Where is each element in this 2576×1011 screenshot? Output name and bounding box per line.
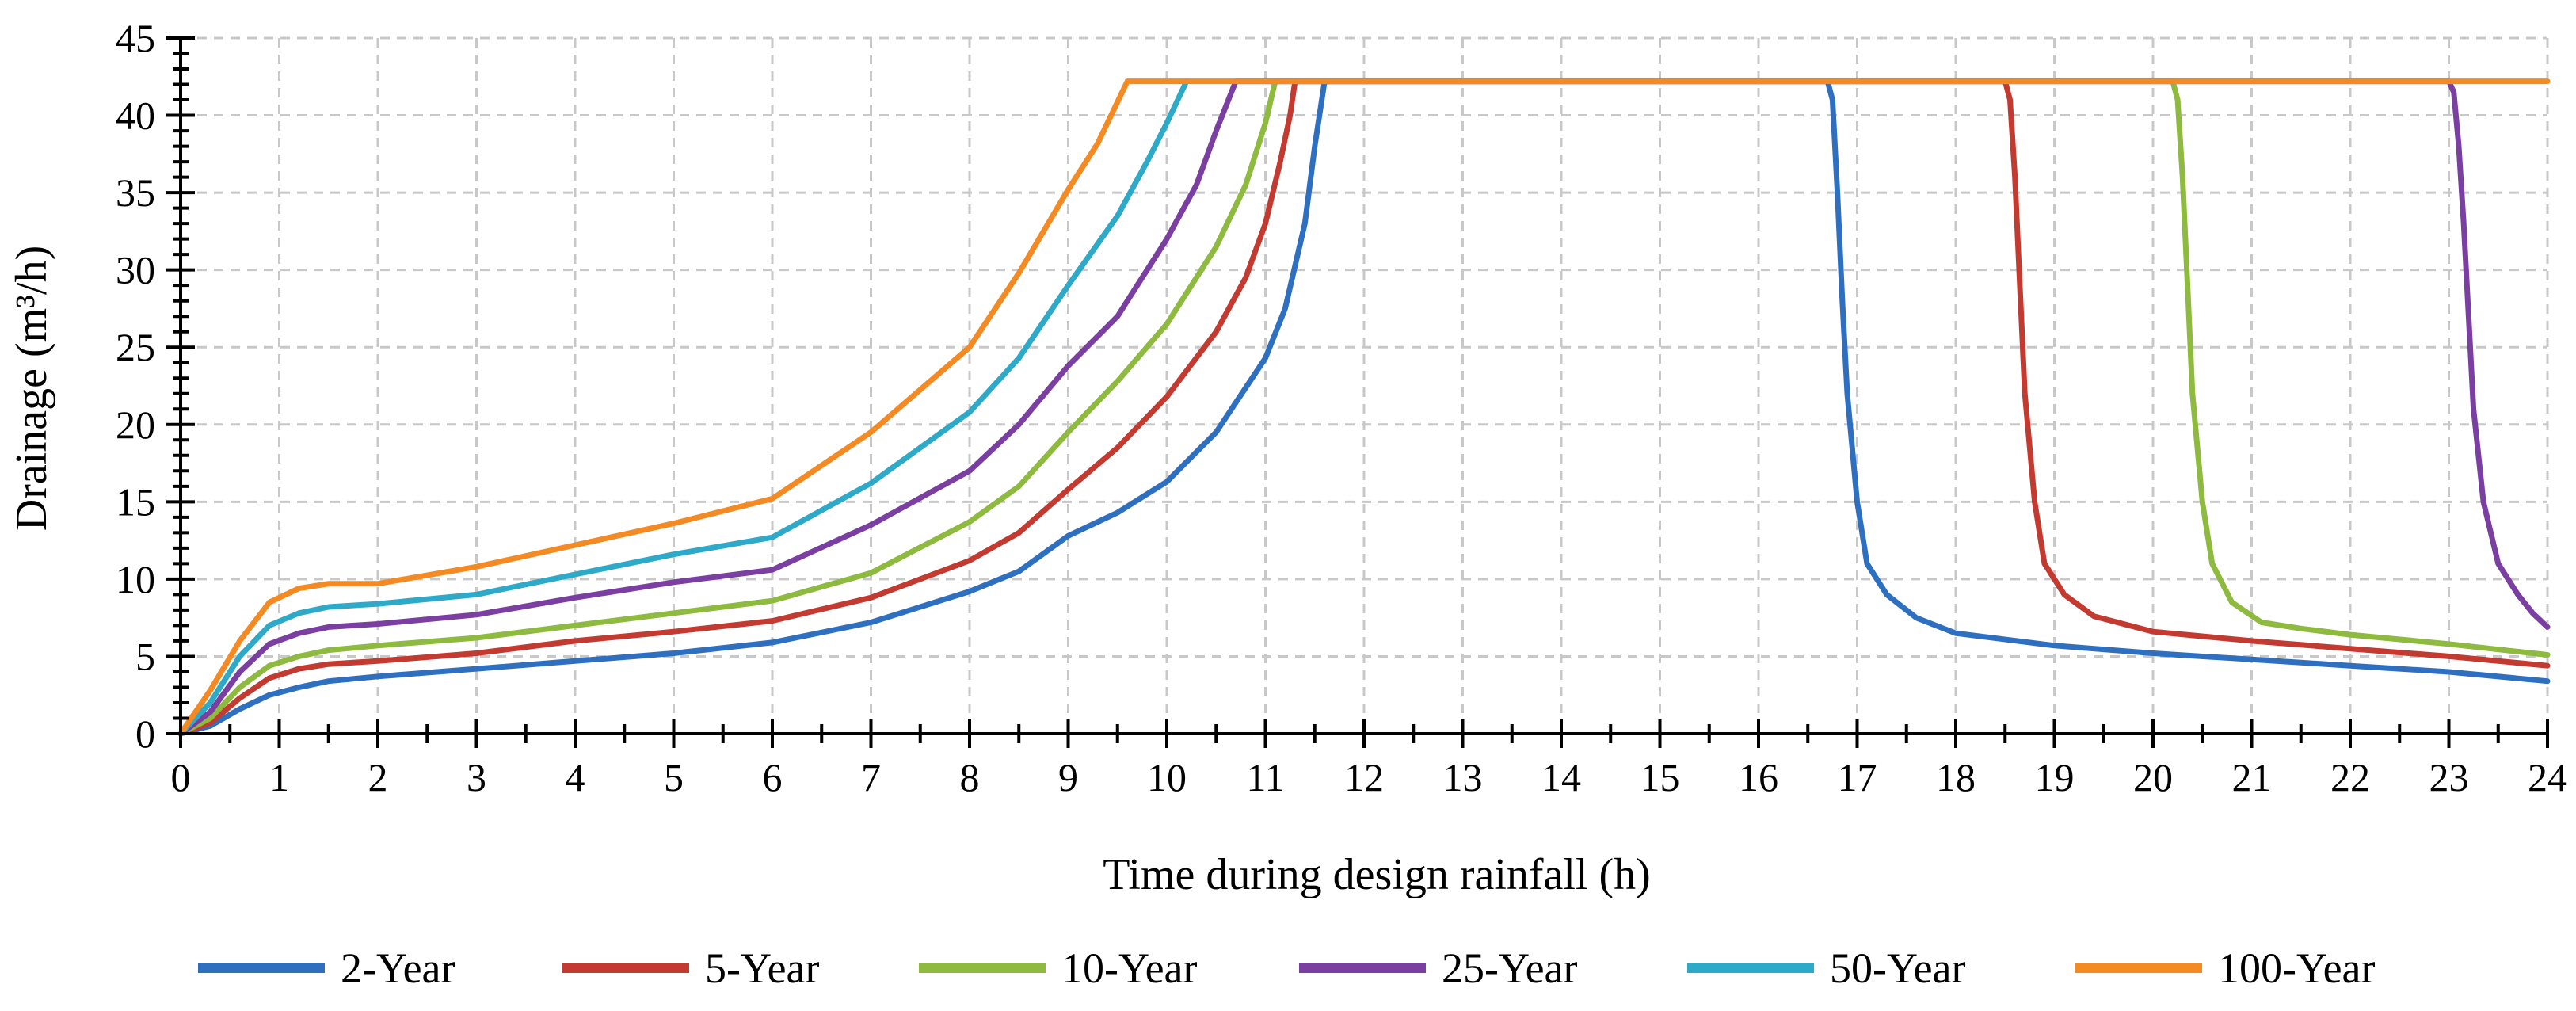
x-tick-label: 22 bbox=[2330, 755, 2370, 799]
x-axis-title: Time during design rainfall (h) bbox=[1103, 850, 1651, 899]
y-tick-label: 40 bbox=[116, 93, 155, 138]
series-line-50-year bbox=[177, 78, 1190, 737]
y-axis-title: Drainage (m³/h) bbox=[7, 246, 56, 531]
y-tick-label: 5 bbox=[135, 634, 155, 678]
y-tick-label: 20 bbox=[116, 402, 155, 447]
x-tick-label: 7 bbox=[861, 755, 881, 799]
x-tick-label: 4 bbox=[566, 755, 585, 799]
legend-label: 2-Year bbox=[341, 944, 455, 992]
legend-label: 50-Year bbox=[1830, 944, 1966, 992]
legend-item-100-year: 100-Year bbox=[2075, 944, 2376, 992]
legend-item-2-year: 2-Year bbox=[198, 944, 455, 992]
x-tick-label: 1 bbox=[269, 755, 289, 799]
x-tick-label: 18 bbox=[1936, 755, 1976, 799]
legend-label: 100-Year bbox=[2218, 944, 2376, 992]
legend-item-5-year: 5-Year bbox=[562, 944, 820, 992]
y-tick-label: 45 bbox=[116, 16, 155, 60]
legend-item-50-year: 50-Year bbox=[1687, 944, 1966, 992]
x-tick-label: 23 bbox=[2429, 755, 2469, 799]
series-line-5-year bbox=[177, 78, 2551, 737]
x-tick-label: 20 bbox=[2133, 755, 2173, 799]
x-tick-label: 15 bbox=[1640, 755, 1680, 799]
grid bbox=[181, 36, 2549, 734]
y-tick-label: 0 bbox=[135, 712, 155, 756]
ticks: 0 1 2 3 4 5 6 7 8 9 10 11 12 13 14 15 16 17 18 19 20 21 22 23 24… bbox=[116, 16, 2567, 799]
series-lines bbox=[177, 78, 2551, 737]
x-tick-label: 17 bbox=[1838, 755, 1877, 799]
x-tick-label: 6 bbox=[763, 755, 783, 799]
x-tick-label: 0 bbox=[171, 755, 191, 799]
x-tick-label: 2 bbox=[368, 755, 388, 799]
y-tick-label: 30 bbox=[116, 248, 155, 292]
y-tick-label: 35 bbox=[116, 170, 155, 215]
legend: 2-Year 5-Year 10-Year 25-Year 50-Year 100-Yea… bbox=[198, 944, 2376, 992]
x-tick-label: 24 bbox=[2528, 755, 2567, 799]
x-tick-label: 8 bbox=[960, 755, 980, 799]
x-tick-label: 3 bbox=[467, 755, 486, 799]
x-tick-label: 16 bbox=[1739, 755, 1778, 799]
x-tick-label: 12 bbox=[1344, 755, 1384, 799]
x-tick-label: 21 bbox=[2232, 755, 2272, 799]
x-tick-label: 10 bbox=[1147, 755, 1187, 799]
legend-item-25-year: 25-Year bbox=[1299, 944, 1578, 992]
series-line-2-year bbox=[177, 78, 2551, 737]
legend-item-10-year: 10-Year bbox=[919, 944, 1198, 992]
legend-label: 25-Year bbox=[1442, 944, 1578, 992]
series-line-10-year bbox=[177, 78, 2551, 737]
legend-label: 5-Year bbox=[705, 944, 820, 992]
y-tick-label: 10 bbox=[116, 557, 155, 601]
series-line-25-year bbox=[177, 78, 2551, 737]
x-tick-label: 19 bbox=[2035, 755, 2075, 799]
x-tick-label: 11 bbox=[1246, 755, 1284, 799]
x-tick-label: 9 bbox=[1058, 755, 1078, 799]
y-tick-label: 15 bbox=[116, 479, 155, 524]
x-tick-label: 13 bbox=[1443, 755, 1483, 799]
legend-label: 10-Year bbox=[1061, 944, 1198, 992]
x-tick-label: 5 bbox=[664, 755, 684, 799]
series-line-100-year bbox=[177, 78, 2551, 737]
y-tick-label: 25 bbox=[116, 325, 155, 369]
x-tick-label: 14 bbox=[1541, 755, 1581, 799]
